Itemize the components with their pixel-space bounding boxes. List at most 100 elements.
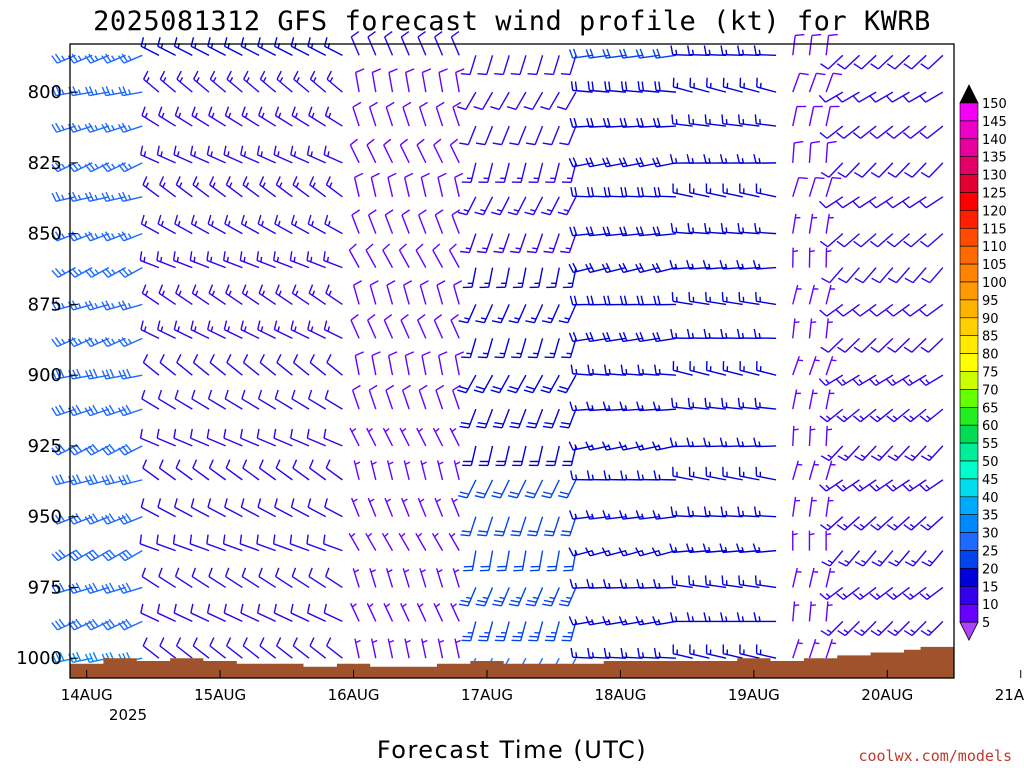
barb-flag <box>121 231 128 240</box>
barb-staff <box>498 91 510 110</box>
barb-flag <box>51 232 58 242</box>
barb-flag <box>193 70 199 80</box>
barb-flag <box>738 575 741 585</box>
wind-barb <box>101 300 126 311</box>
barb-flag <box>870 629 880 637</box>
wind-barb <box>754 397 777 410</box>
wind-barb <box>902 303 927 317</box>
barb-staff <box>349 427 360 447</box>
wind-barb <box>117 582 143 594</box>
barb-flag <box>871 561 881 567</box>
barb-flag <box>452 101 462 108</box>
barb-staff <box>259 645 277 659</box>
barb-half-flag <box>94 302 99 309</box>
barb-staff <box>274 45 293 56</box>
barb-staff <box>467 125 477 145</box>
barb-half-flag <box>111 269 116 274</box>
wind-barb <box>825 601 833 622</box>
barb-flag <box>404 172 414 178</box>
wind-barb <box>403 172 414 197</box>
barb-staff <box>276 645 293 659</box>
wind-barb <box>820 162 844 178</box>
barb-half-flag <box>547 317 553 320</box>
barb-half-flag <box>724 158 728 164</box>
wind-barb <box>226 70 243 93</box>
barb-flag <box>870 171 880 178</box>
barb-flag <box>574 187 578 197</box>
barb-flag <box>837 455 847 462</box>
barb-flag <box>473 389 484 394</box>
barb-flag <box>720 328 724 339</box>
barb-flag <box>618 332 624 342</box>
barb-flag <box>242 637 248 647</box>
barb-flag <box>105 406 112 415</box>
barb-half-flag <box>624 549 628 556</box>
barb-staff <box>842 196 860 209</box>
barb-staff <box>487 445 494 466</box>
barb-flag <box>754 575 757 585</box>
barb-staff <box>792 213 797 234</box>
barb-flag <box>819 484 827 492</box>
barb-flag <box>754 114 757 124</box>
barb-staff <box>386 284 394 305</box>
barb-flag <box>527 356 538 359</box>
wind-barb <box>101 443 126 456</box>
wind-barb <box>275 637 293 659</box>
barb-flag <box>189 428 193 439</box>
wind-barb <box>792 72 809 93</box>
wind-barb <box>418 384 428 410</box>
barb-flag <box>903 240 912 248</box>
wind-barb <box>903 620 927 637</box>
wind-barb <box>475 125 494 146</box>
barb-flag <box>84 163 92 173</box>
wind-barbs <box>51 30 944 677</box>
barb-flag <box>920 346 929 353</box>
wind-barb <box>382 427 394 447</box>
barb-flag <box>835 309 844 317</box>
wind-barb <box>417 30 427 56</box>
wind-barb <box>383 602 394 622</box>
barb-flag <box>173 320 178 330</box>
barb-staff <box>399 427 410 447</box>
barb-flag <box>101 163 109 173</box>
barb-flag <box>703 154 707 164</box>
barb-flag <box>886 240 895 248</box>
barb-flag <box>542 425 553 429</box>
barb-half-flag <box>111 194 115 200</box>
barb-flag <box>853 524 862 531</box>
barb-staff <box>306 259 326 269</box>
colorbar-swatch <box>959 335 979 354</box>
barb-half-flag <box>910 629 916 634</box>
wind-barb <box>570 647 593 659</box>
barb-staff <box>825 196 844 209</box>
barb-staff <box>224 328 243 339</box>
barb-flag <box>652 616 657 626</box>
barb-flag <box>242 459 248 469</box>
barb-flag <box>624 187 628 197</box>
wind-barb <box>156 320 176 339</box>
barb-half-flag <box>708 441 711 447</box>
barb-staff <box>486 621 494 641</box>
wind-barb <box>704 575 727 589</box>
barb-flag <box>75 582 82 592</box>
wind-barb <box>818 196 844 209</box>
barb-staff <box>259 184 277 198</box>
wind-barb <box>687 397 710 410</box>
barb-half-flag <box>566 596 572 600</box>
barb-flag <box>365 243 374 251</box>
barb-flag <box>51 553 59 562</box>
wind-barb <box>820 516 844 531</box>
barb-staff <box>861 337 877 353</box>
barb-flag <box>652 49 657 59</box>
barb-staff <box>123 620 143 631</box>
barb-staff <box>536 338 544 358</box>
barb-half-flag <box>575 652 578 658</box>
wind-barb <box>258 284 277 305</box>
barb-flag <box>206 428 210 439</box>
barb-flag <box>104 162 112 171</box>
barb-half-flag <box>94 124 99 131</box>
barb-staff <box>432 427 444 447</box>
barb-flag <box>671 575 674 585</box>
wind-barb <box>837 267 861 284</box>
barb-staff <box>808 213 814 234</box>
